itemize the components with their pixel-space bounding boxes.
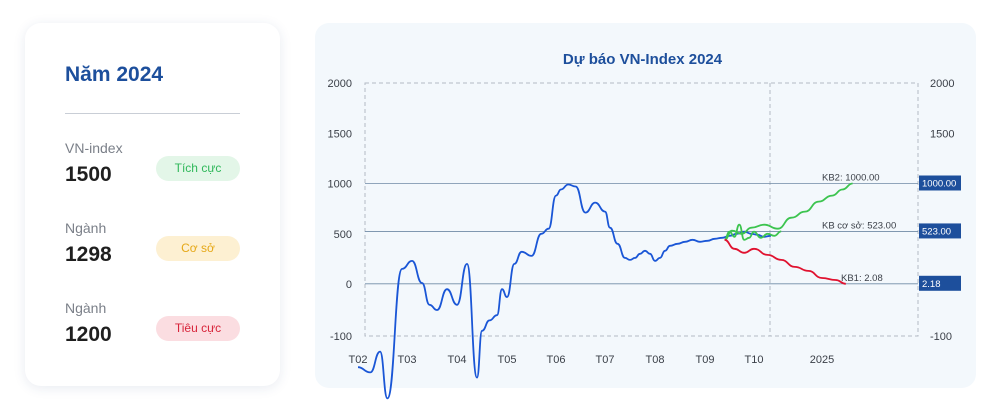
- reference-value-box: [919, 175, 961, 191]
- x-tick-label: 2025: [810, 354, 834, 366]
- reference-value-text: 523.00: [922, 226, 951, 237]
- summary-title: Năm 2024: [65, 63, 164, 86]
- reference-label: KB cơ sở: 523.00: [822, 220, 896, 231]
- reference-value-box: [919, 223, 961, 239]
- summary-row-sector-base: Ngành 1298 Cơ sở: [65, 220, 240, 280]
- x-tick-label: T03: [398, 354, 417, 366]
- row-value: 1200: [65, 323, 112, 346]
- reference-value-text: 2.18: [922, 279, 941, 290]
- series-line-kb1: [724, 238, 846, 285]
- x-tick-label: T02: [349, 354, 368, 366]
- row-label: Ngành: [65, 300, 107, 316]
- y-tick-label: 1500: [328, 128, 352, 140]
- y-tick-label: 2000: [328, 78, 352, 90]
- status-badge-negative: Tiêu cực: [156, 316, 240, 341]
- summary-row-sector-negative: Ngành 1200 Tiêu cực: [65, 300, 240, 360]
- y-tick-label-right: 1500: [930, 128, 954, 140]
- x-tick-label: T05: [498, 354, 517, 366]
- y-tick-label: 500: [334, 229, 352, 241]
- status-badge-base: Cơ sở: [156, 236, 240, 261]
- x-tick-label: T04: [448, 354, 467, 366]
- x-tick-label: T09: [696, 354, 715, 366]
- row-label: VN-index: [65, 140, 123, 156]
- reference-label: KB1: 2.08: [841, 273, 883, 284]
- x-tick-label: T08: [646, 354, 665, 366]
- row-value: 1500: [65, 163, 112, 186]
- status-badge-positive: Tích cực: [156, 156, 240, 181]
- y-tick-label-right: 2000: [930, 78, 954, 90]
- x-tick-label: T06: [547, 354, 566, 366]
- summary-card: Năm 2024 VN-index 1500 Tích cực Ngành 12…: [25, 23, 280, 386]
- chart-panel: [315, 23, 976, 388]
- plot-frame: [364, 82, 919, 337]
- summary-row-vnindex: VN-index 1500 Tích cực: [65, 140, 240, 200]
- series-line-kb_base: [724, 223, 782, 241]
- y-tick-label: 1000: [328, 179, 352, 191]
- y-tick-label: -100: [330, 331, 352, 343]
- y-tick-label: 0: [346, 279, 352, 291]
- row-value: 1298: [65, 243, 112, 266]
- reference-value-text: 1000.00: [922, 179, 956, 190]
- reference-label: KB2: 1000.00: [822, 173, 880, 184]
- x-tick-label: T10: [745, 354, 764, 366]
- summary-divider: [65, 113, 240, 114]
- series-line-history: [357, 183, 772, 400]
- row-label: Ngành: [65, 220, 107, 236]
- x-tick-label: T07: [596, 354, 615, 366]
- chart-title: Dự báo VN-Index 2024: [562, 51, 723, 68]
- reference-value-box: [919, 275, 961, 291]
- series-line-kb2: [724, 182, 853, 241]
- y-tick-label-right: -100: [930, 331, 952, 343]
